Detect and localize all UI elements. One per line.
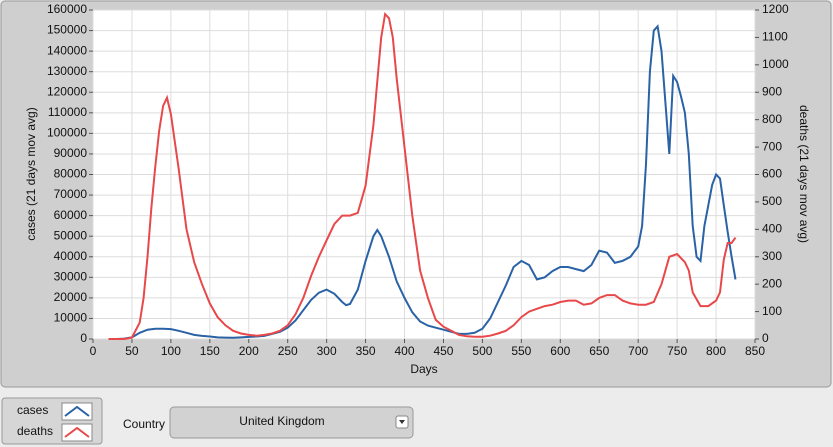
x-tick-label: 700: [628, 344, 648, 358]
x-axis-label: Days: [410, 362, 437, 376]
legend-swatch: [64, 405, 90, 417]
y-tick-label: 30000: [54, 269, 88, 283]
y2-tick-label: 300: [762, 249, 782, 263]
series-line: [108, 11, 737, 340]
y2-tick-label: 1100: [762, 30, 788, 44]
y-tick-label: 60000: [54, 208, 88, 222]
y-tick-label: 10000: [54, 311, 88, 325]
y-tick-label: 160000: [47, 2, 87, 16]
x-tick-label: 100: [161, 344, 181, 358]
y2-tick-label: 0: [762, 331, 769, 345]
x-tick-label: 150: [200, 344, 220, 358]
y-tick-label: 70000: [54, 187, 88, 201]
y-tick-label: 0: [80, 331, 87, 345]
y2-tick-label: 400: [762, 222, 782, 236]
legend-swatch: [64, 426, 90, 438]
y-tick-label: 140000: [47, 43, 87, 57]
y-tick-label: 50000: [54, 228, 88, 242]
y-tick-label: 40000: [54, 249, 88, 263]
x-tick-label: 250: [278, 344, 298, 358]
y2-tick-label: 500: [762, 194, 782, 208]
country-dropdown[interactable]: [169, 406, 414, 439]
x-tick-label: 400: [395, 344, 415, 358]
y2-tick-label: 900: [762, 84, 782, 98]
y2-tick-label: 600: [762, 167, 782, 181]
y-tick-label: 150000: [47, 23, 87, 37]
y-tick-label: 20000: [54, 290, 88, 304]
x-tick-label: 800: [706, 344, 726, 358]
legend-swatch-box: [61, 423, 93, 442]
y2-axis-label: deaths (21 days mov avg): [797, 105, 811, 243]
country-label: Country: [123, 417, 165, 431]
x-tick-label: 850: [745, 344, 765, 358]
x-tick-label: 300: [317, 344, 337, 358]
x-tick-label: 750: [667, 344, 687, 358]
y-tick-label: 110000: [48, 105, 87, 119]
y2-tick-label: 700: [762, 139, 782, 153]
y2-tick-label: 800: [762, 112, 782, 126]
dropdown-arrow-icon: [399, 420, 405, 424]
legend-label: cases: [17, 403, 48, 417]
legend-label: deaths: [17, 424, 53, 438]
x-tick-label: 450: [433, 344, 453, 358]
x-tick-label: 500: [472, 344, 492, 358]
y-tick-label: 130000: [47, 64, 87, 78]
x-tick-label: 600: [550, 344, 570, 358]
y-tick-label: 120000: [47, 84, 87, 98]
x-tick-label: 350: [356, 344, 376, 358]
x-tick-label: 550: [511, 344, 531, 358]
legend-swatch-box: [61, 402, 93, 421]
country-value[interactable]: United Kingdom: [239, 414, 324, 428]
x-tick-label: 200: [239, 344, 259, 358]
y-axis-label: cases (21 days mov avg): [24, 107, 38, 240]
y-tick-label: 90000: [54, 146, 88, 160]
y2-tick-label: 1200: [762, 2, 789, 16]
y2-tick-label: 100: [762, 304, 782, 318]
x-tick-label: 50: [125, 344, 139, 358]
y2-tick-label: 200: [762, 276, 782, 290]
x-tick-label: 650: [589, 344, 609, 358]
y-tick-label: 80000: [54, 167, 88, 181]
y2-tick-label: 1000: [762, 57, 789, 71]
x-tick-label: 0: [90, 344, 97, 358]
legend: cases deaths: [1, 397, 103, 445]
y-tick-label: 100000: [47, 126, 87, 140]
series-line: [108, 24, 737, 340]
